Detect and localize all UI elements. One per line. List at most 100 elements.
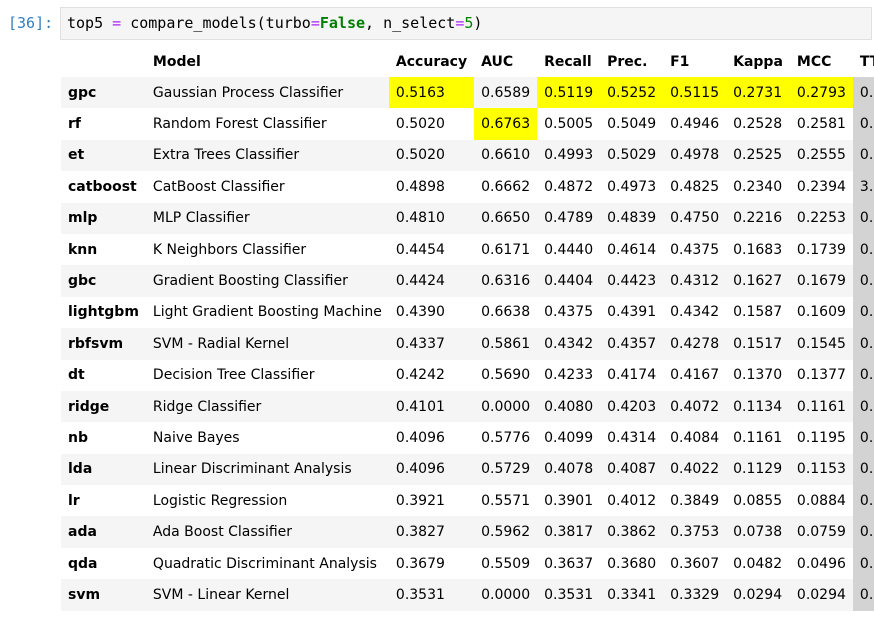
metric-cell: 0.4080 xyxy=(537,390,601,423)
metric-cell: 0.1129 xyxy=(726,453,790,486)
metric-cell: 0.4375 xyxy=(537,296,601,329)
metric-cell: 0.1195 xyxy=(789,422,853,454)
table-row: catboost CatBoost Classifier 0.4898 0.6662 0… xyxy=(61,171,874,203)
table-row: lightgbm Light Gradient Boosting Machine 0… xyxy=(61,296,874,329)
metric-cell: 0.5049 xyxy=(600,108,664,140)
model-name-cell: SVM - Radial Kernel xyxy=(145,328,389,360)
metric-cell: 0.2253 xyxy=(789,202,853,234)
metric-cell: 0.0759 xyxy=(789,516,853,548)
table-row: qda Quadratic Discriminant Analysis 0.3679… xyxy=(61,547,874,580)
metric-cell: 0.1377 xyxy=(789,359,853,391)
model-name-cell: Naive Bayes xyxy=(145,422,389,454)
metric-cell: 0.5776 xyxy=(474,422,538,454)
metric-cell: 0.3329 xyxy=(663,579,727,611)
metric-cell: 0.3849 xyxy=(663,485,727,517)
metric-cell: 0.1679 xyxy=(789,265,853,297)
table-row: nb Naive Bayes 0.4096 0.5776 0.4099 0.4314 0.4… xyxy=(61,422,874,454)
metric-cell: 0.5509 xyxy=(474,547,538,580)
row-index: catboost xyxy=(61,171,146,203)
metric-cell: 0.3753 xyxy=(663,516,727,548)
metric-cell: 0.1517 xyxy=(726,328,790,360)
metric-cell: 0.5029 xyxy=(600,139,664,172)
row-index: et xyxy=(61,139,146,172)
metric-cell: 0.1153 xyxy=(789,453,853,486)
metric-cell: 0.4233 xyxy=(537,359,601,391)
tt-cell: 0.0070 xyxy=(852,328,874,360)
model-name-cell: SVM - Linear Kernel xyxy=(145,579,389,611)
metric-cell: 0.4423 xyxy=(600,265,664,297)
metric-cell: 0.0884 xyxy=(789,485,853,517)
table-row: gbc Gradient Boosting Classifier 0.4424 0.6… xyxy=(61,265,874,297)
notebook-input-cell: [36]: top5 = compare_models(turbo=False,… xyxy=(0,6,874,42)
metric-cell: 0.4404 xyxy=(537,265,601,297)
metric-cell: 0.4825 xyxy=(663,171,727,203)
metric-cell: 0.0294 xyxy=(789,579,853,611)
metric-cell: 0.5020 xyxy=(388,139,475,172)
model-name-cell: Quadratic Discriminant Analysis xyxy=(145,547,389,580)
metric-cell: 0.4375 xyxy=(663,233,727,266)
metric-cell: 0.2340 xyxy=(726,171,790,203)
metric-cell: 0.3827 xyxy=(388,516,475,548)
column-header xyxy=(61,46,146,77)
metric-cell: 0.4898 xyxy=(388,171,475,203)
row-index: lr xyxy=(61,485,146,517)
table-row: rf Random Forest Classifier 0.5020 0.6763 0.… xyxy=(61,108,874,140)
table-body: gpc Gaussian Process Classifier 0.5163 0.65… xyxy=(61,77,874,611)
row-index: dt xyxy=(61,359,146,391)
metric-cell: 0.4424 xyxy=(388,265,475,297)
metric-cell: 0.4973 xyxy=(600,171,664,203)
metric-cell: 0.4789 xyxy=(537,202,601,234)
table-row: ridge Ridge Classifier 0.4101 0.0000 0.4080 0… xyxy=(61,390,874,423)
metric-cell: 0.5005 xyxy=(537,108,601,140)
row-index: rf xyxy=(61,108,146,140)
metric-cell: 0.4072 xyxy=(663,390,727,423)
metric-cell: 0.3862 xyxy=(600,516,664,548)
model-name-cell: Ridge Classifier xyxy=(145,390,389,423)
metric-cell: 0.4872 xyxy=(537,171,601,203)
row-index: svm xyxy=(61,579,146,611)
tt-cell: 0.0040 xyxy=(852,359,874,391)
metric-cell: 0.4012 xyxy=(600,485,664,517)
metric-cell: 0.3679 xyxy=(388,547,475,580)
model-name-cell: Light Gradient Boosting Machine xyxy=(145,296,389,329)
metric-cell: 0.6610 xyxy=(474,139,538,172)
column-header: Model xyxy=(152,53,201,70)
metric-cell: 0.1739 xyxy=(789,233,853,266)
code-editor[interactable]: top5 = compare_models(turbo=False, n_sel… xyxy=(60,7,872,40)
row-index: gpc xyxy=(61,77,146,109)
metric-cell: 0.4242 xyxy=(388,359,475,391)
metric-cell: 0.1609 xyxy=(789,296,853,329)
metric-cell: 0.4084 xyxy=(663,422,727,454)
metric-cell: 0.1134 xyxy=(726,390,790,423)
row-index: ada xyxy=(61,516,146,548)
metric-cell: 0.4614 xyxy=(600,233,664,266)
metric-cell: 0.5252 xyxy=(600,77,664,109)
metric-cell: 0.2731 xyxy=(726,77,790,109)
metric-cell: 0.4337 xyxy=(388,328,475,360)
metric-cell: 0.4454 xyxy=(388,233,475,266)
metric-cell: 0.6589 xyxy=(474,77,538,109)
metric-cell: 0.5020 xyxy=(388,108,475,140)
model-name-cell: MLP Classifier xyxy=(145,202,389,234)
model-name-cell: Linear Discriminant Analysis xyxy=(145,453,389,486)
table-row: lr Logistic Regression 0.3921 0.5571 0.3901 0… xyxy=(61,485,874,517)
row-index: lightgbm xyxy=(61,296,146,329)
table-row: dt Decision Tree Classifier 0.4242 0.5690 0.… xyxy=(61,359,874,391)
metric-cell: 0.1545 xyxy=(789,328,853,360)
metric-cell: 0.3817 xyxy=(537,516,601,548)
table-row: knn K Neighbors Classifier 0.4454 0.6171 0.4… xyxy=(61,233,874,266)
metric-cell: 0.0738 xyxy=(726,516,790,548)
metric-cell: 0.4342 xyxy=(537,328,601,360)
table-row: lda Linear Discriminant Analysis 0.4096 0.5… xyxy=(61,453,874,486)
metric-cell: 0.0000 xyxy=(474,579,538,611)
column-header: Prec. xyxy=(607,53,648,70)
metric-cell: 0.5571 xyxy=(474,485,538,517)
metric-cell: 0.1683 xyxy=(726,233,790,266)
model-name-cell: Decision Tree Classifier xyxy=(145,359,389,391)
metric-cell: 0.4314 xyxy=(600,422,664,454)
metric-cell: 0.2525 xyxy=(726,139,790,172)
metric-cell: 0.6763 xyxy=(474,108,538,140)
